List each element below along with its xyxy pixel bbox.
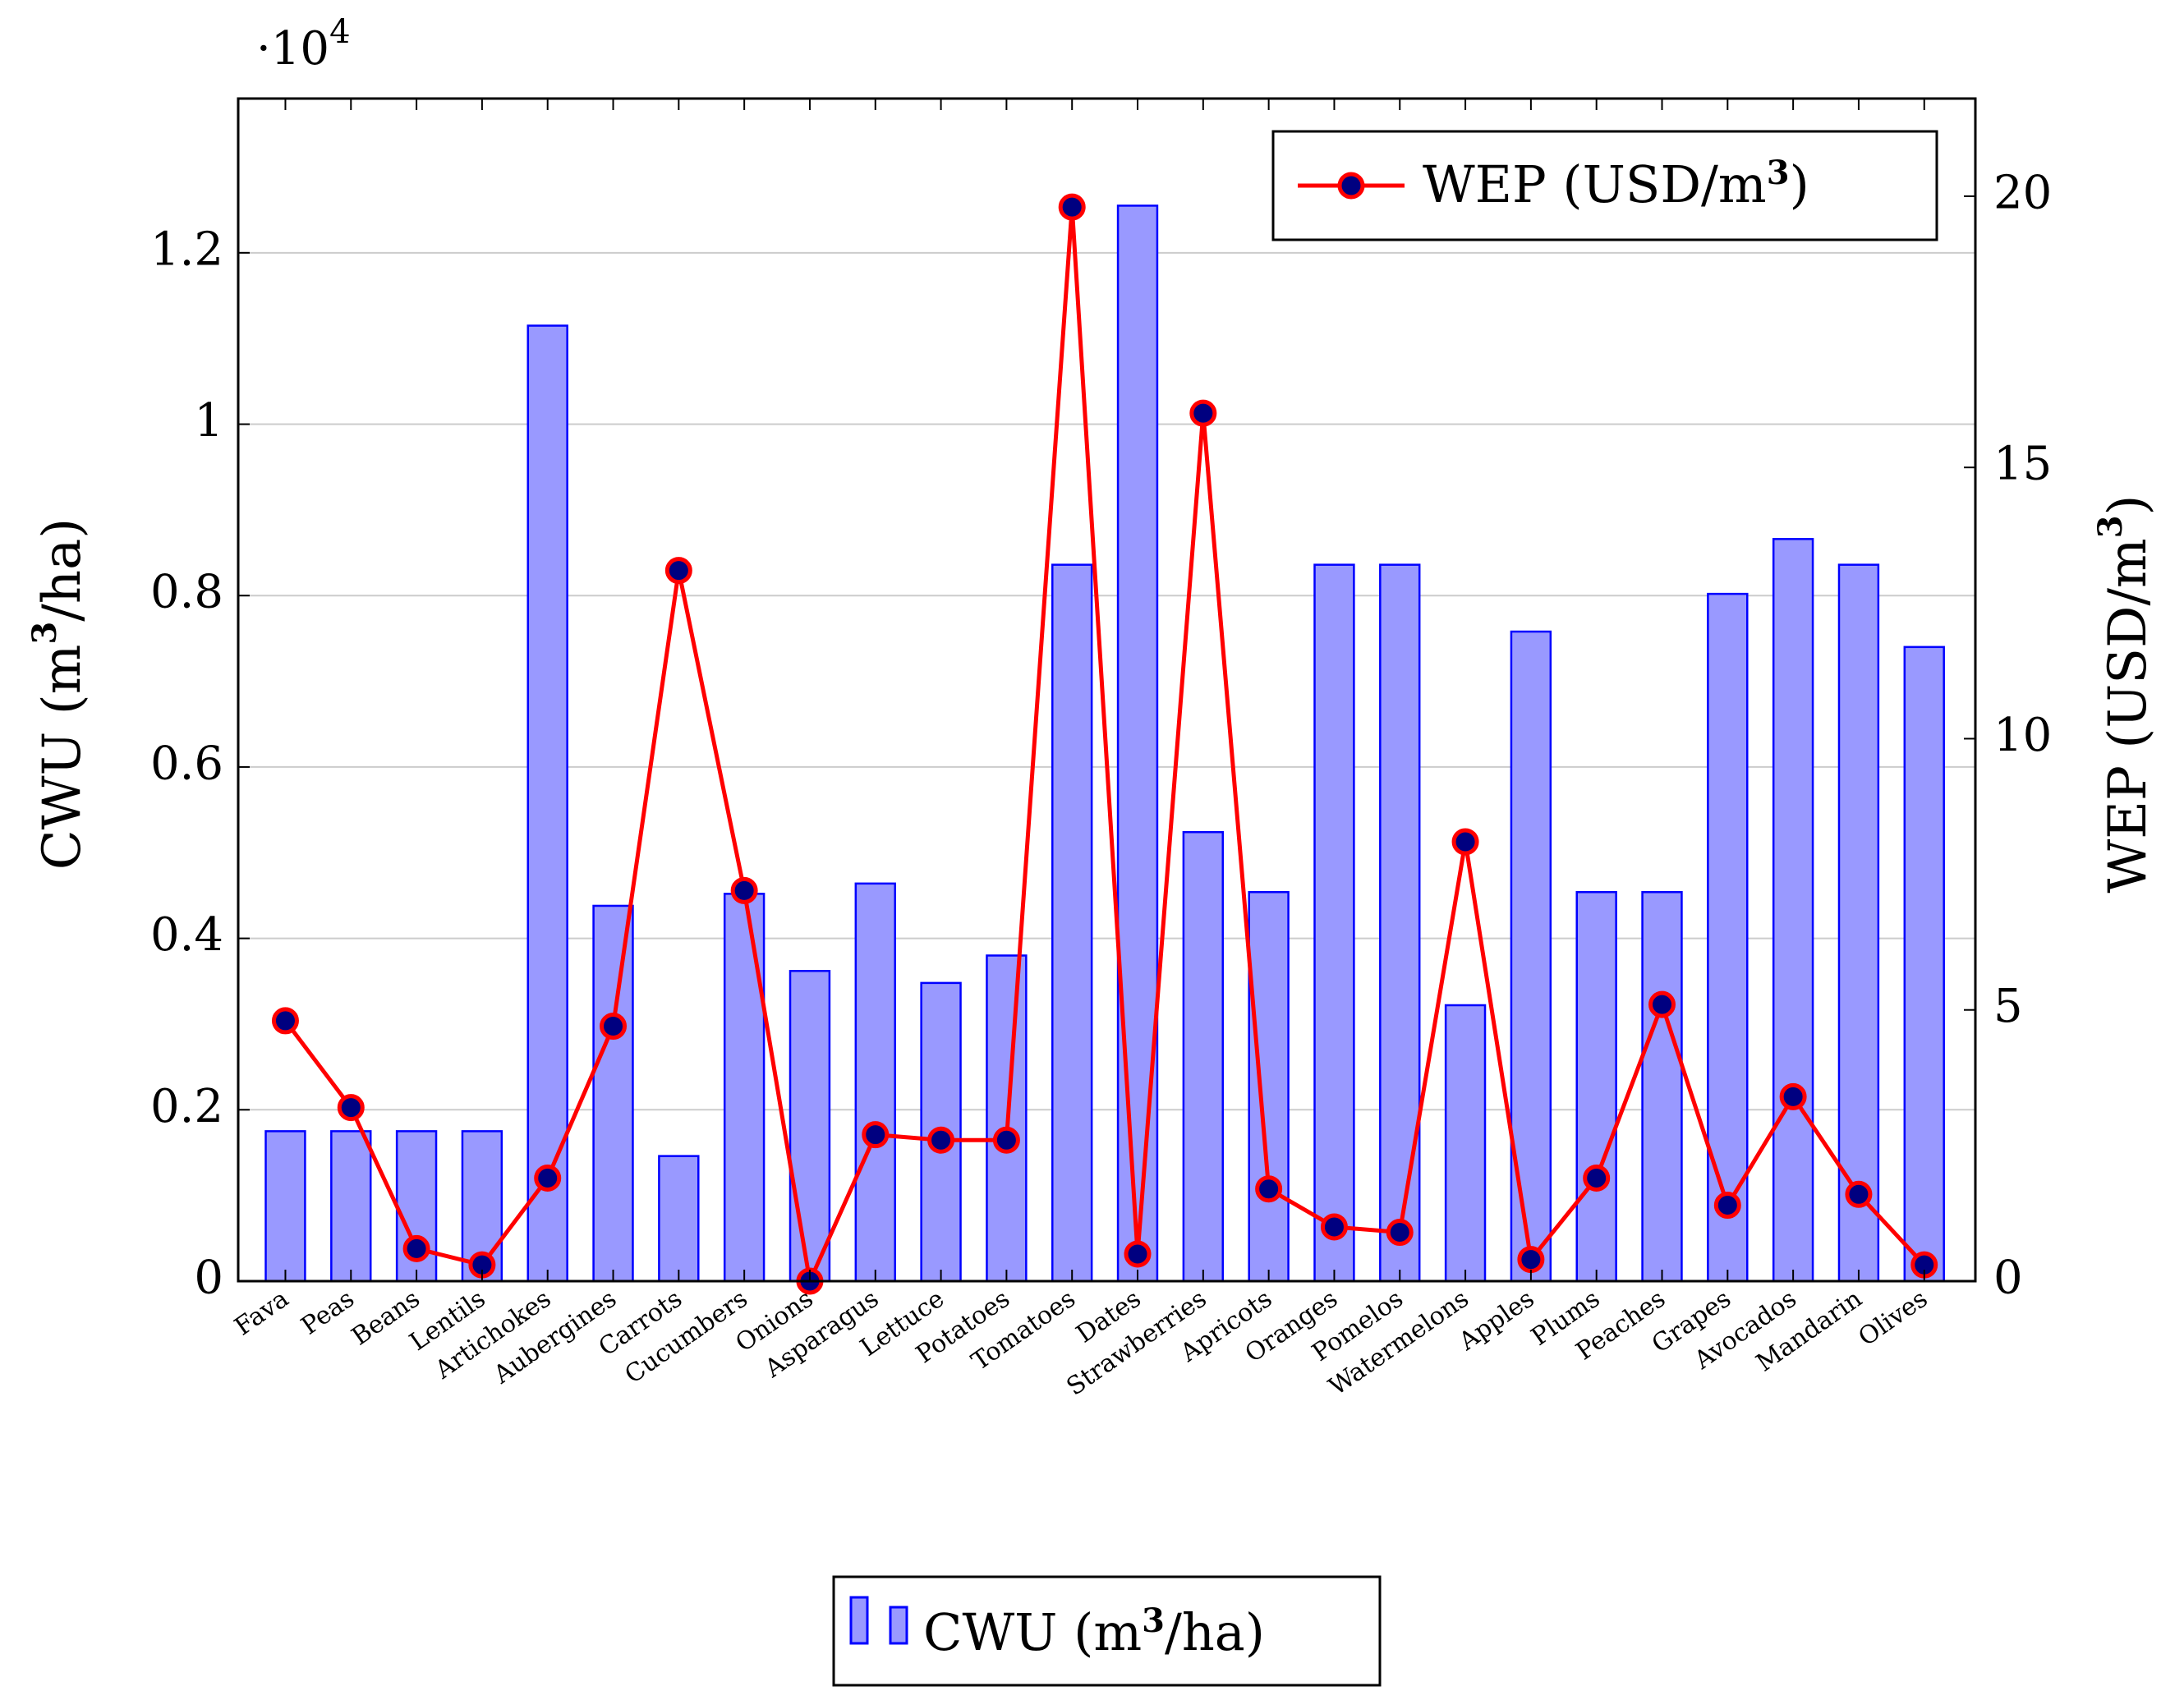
legend-cwu-box — [832, 1575, 1382, 1687]
y-left-multiplier: ·104 — [256, 13, 351, 76]
legend-wep-marker-swatch — [1337, 172, 1365, 200]
y-right-tick-label-0: 0 — [1993, 1252, 2023, 1305]
bar-strawberries — [1182, 830, 1225, 1283]
bar-artichokes — [526, 324, 568, 1283]
bar-mandarin — [1837, 563, 1880, 1283]
x-tick-label-fava: Fava — [229, 1284, 294, 1342]
wep-point-apples — [1517, 1246, 1545, 1274]
y-left-tick-label-2: 0.4 — [150, 908, 223, 962]
y-left-title-sup: 3 — [25, 622, 64, 645]
legend-wep: WEP (USD/m3) — [1271, 130, 1938, 241]
wep-point-peaches — [1648, 990, 1676, 1018]
legend-cwu-label-main: CWU (m — [923, 1602, 1142, 1662]
y-left-tick-label-0: 0 — [194, 1252, 223, 1305]
y-right-tick-label-2: 10 — [1993, 709, 2052, 762]
legend-cwu-label-sup: 3 — [1142, 1601, 1165, 1640]
bar-fava — [264, 1130, 306, 1283]
bar-olives — [1903, 646, 1945, 1283]
y-left-title-main: CWU (m — [32, 645, 93, 871]
bar-plums — [1575, 891, 1617, 1283]
wep-point-beans — [402, 1234, 430, 1262]
legend-cwu-label: CWU (m3/ha) — [923, 1601, 1265, 1662]
wep-point-tomatoes — [1058, 193, 1086, 221]
bar-carrots — [658, 1155, 700, 1283]
wep-point-mandarin — [1845, 1180, 1873, 1208]
bar-peaches — [1641, 891, 1683, 1283]
y-right-title-main: WEP (USD/m — [2098, 538, 2159, 893]
y-right-axis-title: WEP (USD/m3) — [2091, 494, 2159, 893]
wep-point-oranges — [1320, 1213, 1348, 1241]
legend-wep-label-tail: ) — [1790, 154, 1809, 214]
wep-point-strawberries — [1189, 399, 1217, 427]
wep-point-plums — [1583, 1164, 1611, 1192]
legend-cwu-label-tail: /ha) — [1165, 1602, 1265, 1662]
y-left-title-tail: /ha) — [32, 518, 93, 622]
plot-frame — [237, 97, 1977, 1283]
multiplier-exponent: 4 — [329, 13, 350, 51]
legend-wep-label-sup: 3 — [1767, 154, 1790, 192]
wep-point-potatoes — [992, 1126, 1020, 1154]
wep-point-carrots — [664, 557, 692, 585]
bar-apricots — [1248, 891, 1290, 1283]
bar-aubergines — [592, 904, 634, 1283]
y-right-tick-label-4: 20 — [1993, 166, 2052, 219]
y-right-title-sup: 3 — [2091, 515, 2130, 538]
multiplier-prefix: ·10 — [256, 22, 329, 76]
wep-point-peas — [337, 1094, 365, 1122]
wep-point-grapes — [1713, 1192, 1741, 1220]
bar-tomatoes — [1051, 563, 1093, 1283]
y-left-tick-label-5: 1 — [194, 394, 223, 448]
bar-potatoes — [986, 954, 1028, 1283]
wep-line — [283, 204, 1926, 1284]
legend-wep-label: WEP (USD/m3) — [1423, 154, 1809, 214]
cwu-bars — [264, 204, 1945, 1283]
wep-point-watermelons — [1451, 828, 1479, 856]
bar-dates — [1116, 204, 1159, 1283]
bar-pomelos — [1379, 563, 1421, 1283]
wep-point-fava — [271, 1007, 299, 1035]
bar-peas — [330, 1130, 372, 1283]
wep-point-avocados — [1779, 1082, 1807, 1110]
wep-point-asparagus — [862, 1121, 890, 1149]
y-right-title-tail: ) — [2098, 494, 2159, 515]
wep-point-apricots — [1255, 1175, 1283, 1203]
y-left-tick-label-3: 0.6 — [150, 737, 223, 790]
y-left-tick-label-4: 0.8 — [150, 566, 223, 619]
bar-grapes — [1707, 592, 1749, 1283]
y-right-tick-label-1: 5 — [1993, 980, 2023, 1033]
legend-cwu-swatch-2 — [889, 1606, 908, 1645]
bar-cucumbers — [723, 893, 766, 1283]
y-left-axis-title: CWU (m3/ha) — [25, 518, 93, 870]
wep-point-lettuce — [927, 1126, 955, 1154]
bar-onions — [789, 970, 831, 1283]
y-left-tick-label-1: 0.2 — [150, 1080, 223, 1133]
bar-watermelons — [1444, 1004, 1487, 1283]
wep-line-series — [271, 193, 1938, 1295]
bar-avocados — [1772, 538, 1814, 1283]
x-tick-label-olives: Olives — [1853, 1284, 1933, 1353]
wep-point-artichokes — [534, 1164, 562, 1192]
legend-cwu-swatch-1 — [849, 1596, 869, 1645]
y-right-tick-label-3: 15 — [1993, 438, 2052, 491]
bar-asparagus — [854, 882, 896, 1283]
legend-wep-label-main: WEP (USD/m — [1423, 154, 1767, 214]
wep-point-cucumbers — [730, 876, 758, 904]
wep-point-aubergines — [600, 1013, 628, 1041]
x-tick-label-apples: Apples — [1453, 1284, 1539, 1357]
legend-cwu: CWU (m3/ha) — [832, 1575, 1382, 1687]
wep-point-dates — [1124, 1240, 1152, 1268]
y-left-tick-label-6: 1.2 — [150, 223, 223, 276]
wep-point-pomelos — [1386, 1219, 1414, 1247]
bar-oranges — [1313, 563, 1355, 1283]
